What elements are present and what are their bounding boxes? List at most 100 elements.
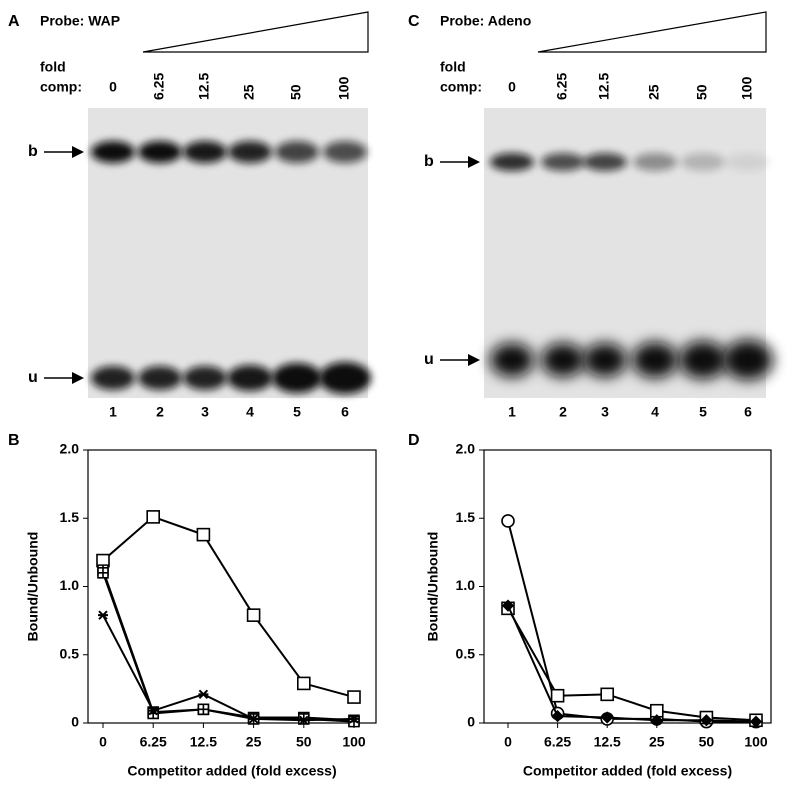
- unbound-band: [91, 366, 135, 390]
- gel-image: [88, 108, 368, 398]
- lane-number: 3: [201, 404, 209, 420]
- x-tick-label: 50: [699, 734, 715, 750]
- fold-label: fold: [440, 59, 466, 75]
- unbound-band: [227, 365, 273, 391]
- x-tick-label: 12.5: [594, 734, 621, 750]
- amount-label: 6.25: [151, 73, 167, 100]
- panel-label: D: [408, 432, 420, 449]
- lane-number: 1: [508, 404, 516, 420]
- lane-number: 6: [744, 404, 752, 420]
- series-line: [102, 572, 355, 723]
- marker-square: [296, 676, 311, 691]
- x-tick-label: 6.25: [140, 734, 167, 750]
- y-tick-label: 1.5: [60, 509, 80, 525]
- amount-label: 100: [739, 76, 755, 100]
- series-line: [507, 605, 757, 723]
- plot-frame: [483, 449, 772, 724]
- marker-circle: [501, 514, 515, 528]
- wedge: [537, 11, 767, 53]
- bound-band: [228, 141, 272, 163]
- wedge: [142, 11, 369, 53]
- lane-number: 6: [341, 404, 349, 420]
- band-label: b: [424, 153, 434, 170]
- series-line: [102, 569, 355, 722]
- bound-band: [490, 153, 534, 171]
- unbound-band: [319, 362, 371, 394]
- amount-label: 0: [109, 79, 117, 95]
- marker-diamond: [700, 714, 713, 727]
- y-tick-label: 1.5: [456, 509, 476, 525]
- probe-label: Probe: Adeno: [440, 13, 531, 29]
- panel-label: A: [8, 13, 20, 30]
- amount-label: 100: [336, 76, 352, 100]
- x-tick-label: 25: [246, 734, 262, 750]
- amount-label: 12.5: [196, 73, 212, 100]
- bound-band: [323, 141, 367, 163]
- arrow-head: [72, 372, 84, 384]
- marker-asterisk: [98, 610, 108, 620]
- marker-diamond: [501, 599, 515, 612]
- x-tick-label: 12.5: [190, 734, 217, 750]
- bound-band: [183, 141, 227, 163]
- x-axis-title: Competitor added (fold excess): [523, 763, 732, 779]
- y-tick-label: 0: [71, 714, 79, 730]
- series-line: [507, 520, 756, 723]
- marker-diamond: [551, 710, 564, 723]
- series-line: [102, 614, 355, 722]
- probe-label: Probe: WAP: [40, 13, 120, 29]
- marker-square: [550, 688, 565, 703]
- unbound-band: [723, 340, 773, 380]
- marker-asterisk: [148, 706, 159, 716]
- amount-label: 25: [241, 84, 257, 100]
- unbound-band: [272, 363, 322, 393]
- bound-band: [91, 141, 135, 163]
- arrow-head: [468, 156, 480, 168]
- lane-number: 5: [699, 404, 707, 420]
- marker-square: [600, 687, 615, 702]
- band-label: b: [28, 143, 38, 160]
- arrow-head: [72, 146, 84, 158]
- bound-band: [726, 153, 770, 171]
- gel-bands: [490, 153, 773, 380]
- marker-boxplus: [197, 703, 210, 716]
- marker-square: [246, 608, 261, 622]
- x-tick-label: 25: [649, 734, 665, 750]
- bound-band: [633, 153, 677, 171]
- marker-diamond: [749, 715, 763, 728]
- amount-label: 50: [288, 84, 304, 100]
- x-tick-label: 50: [296, 734, 312, 750]
- x-axis-title: Competitor added (fold excess): [127, 763, 336, 779]
- lane-number: 2: [156, 404, 164, 420]
- arrow-head: [468, 354, 480, 366]
- amount-label: 25: [646, 84, 662, 100]
- x-tick-label: 0: [504, 734, 512, 750]
- y-tick-label: 2.0: [60, 441, 80, 457]
- lane-number: 2: [559, 404, 567, 420]
- amount-label: 12.5: [596, 73, 612, 100]
- marker-asterisk: [248, 714, 259, 724]
- lane-number: 5: [293, 404, 301, 420]
- gel-bands: [91, 141, 371, 394]
- marker-asterisk: [349, 714, 359, 724]
- band-label: u: [28, 369, 38, 386]
- marker-square: [347, 690, 361, 704]
- marker-asterisk: [298, 715, 309, 725]
- x-tick-label: 0: [99, 734, 107, 750]
- amount-label: 6.25: [554, 73, 570, 100]
- y-tick-label: 1.0: [60, 577, 80, 593]
- unbound-band: [541, 343, 585, 377]
- x-tick-label: 6.25: [544, 734, 571, 750]
- x-tick-label: 100: [342, 734, 366, 750]
- marker-diamond: [601, 711, 614, 724]
- amount-label: 0: [508, 79, 516, 95]
- y-tick-label: 2.0: [456, 441, 476, 457]
- unbound-band: [138, 366, 182, 390]
- amount-label: 50: [694, 84, 710, 100]
- unbound-band: [583, 343, 627, 377]
- unbound-band: [679, 341, 727, 379]
- marker-square: [146, 510, 160, 524]
- y-tick-label: 0.5: [456, 645, 476, 661]
- plot-frame: [87, 449, 377, 724]
- comp-label: comp:: [40, 79, 82, 95]
